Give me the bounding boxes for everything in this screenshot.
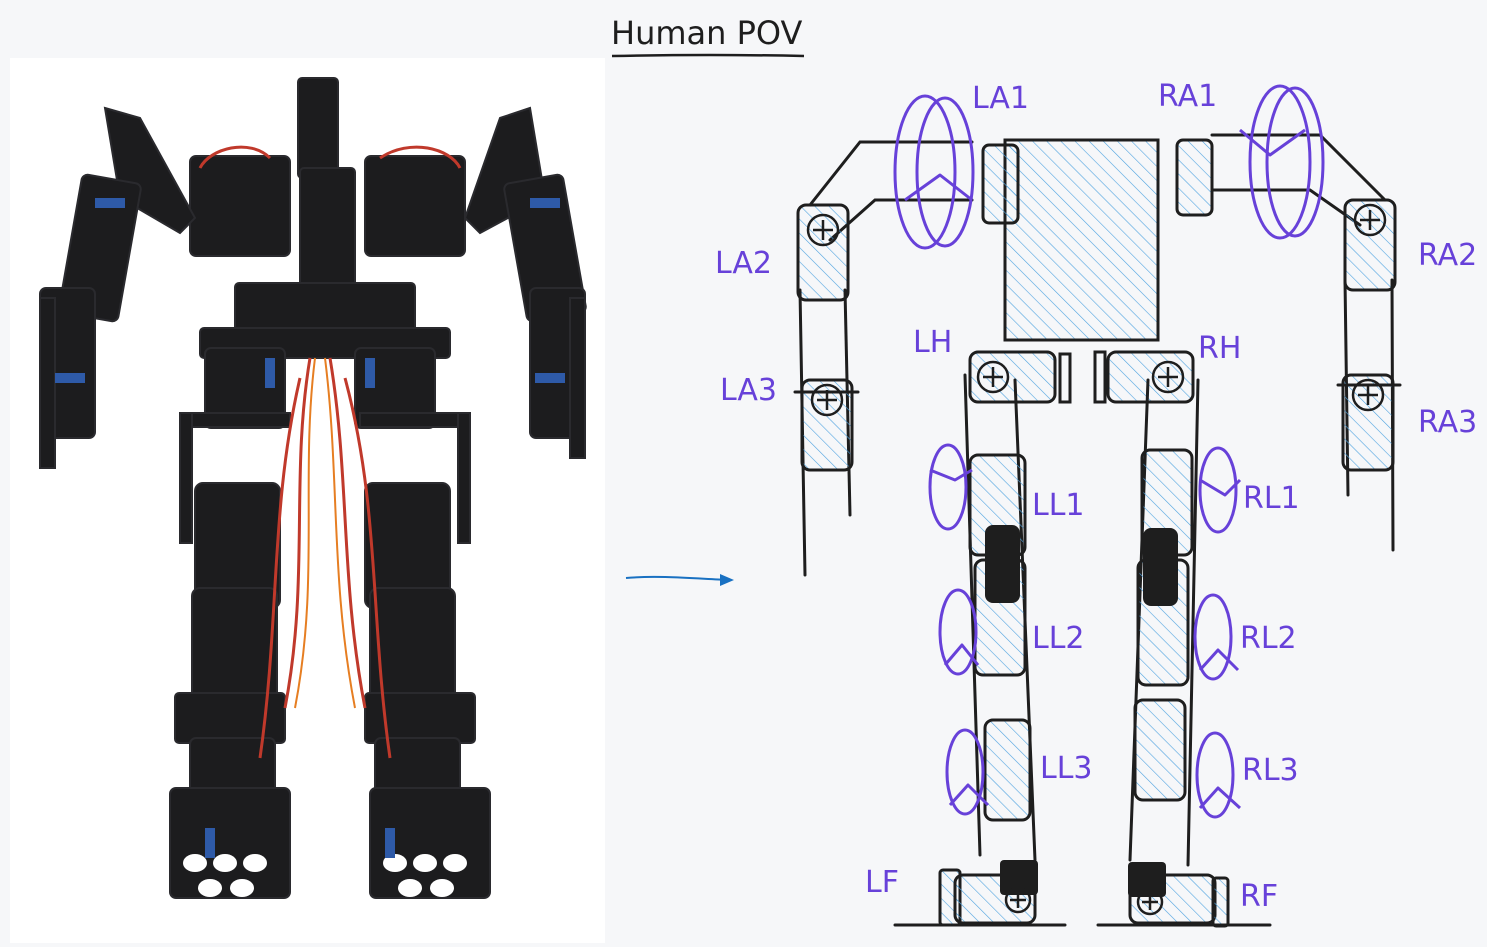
label-rh: RH	[1198, 331, 1241, 366]
label-lf: LF	[865, 865, 899, 900]
label-rl2: RL2	[1240, 621, 1297, 656]
label-rf: RF	[1240, 879, 1278, 914]
label-ra3: RA3	[1418, 405, 1477, 440]
transition-arrow	[625, 574, 734, 586]
label-ll1: LL1	[1032, 488, 1085, 523]
robot-schematic: LA1 RA1 LA2 RA2 LA3 RA3 LH RH LL1 RL1 LL…	[715, 79, 1477, 928]
label-la2: LA2	[715, 246, 772, 281]
label-ll2: LL2	[1032, 621, 1085, 656]
label-rl3: RL3	[1242, 753, 1299, 788]
label-la1: LA1	[972, 81, 1029, 116]
label-ra2: RA2	[1418, 238, 1477, 273]
robot-photo	[10, 58, 605, 943]
label-ll3: LL3	[1040, 751, 1093, 786]
label-rl1: RL1	[1243, 481, 1300, 516]
title-underline	[611, 53, 805, 58]
label-lh: LH	[913, 325, 952, 360]
label-ra1: RA1	[1158, 79, 1217, 114]
page-title: Human POV	[611, 14, 803, 52]
robot-photo-illustration	[39, 77, 587, 899]
label-la3: LA3	[720, 373, 777, 408]
